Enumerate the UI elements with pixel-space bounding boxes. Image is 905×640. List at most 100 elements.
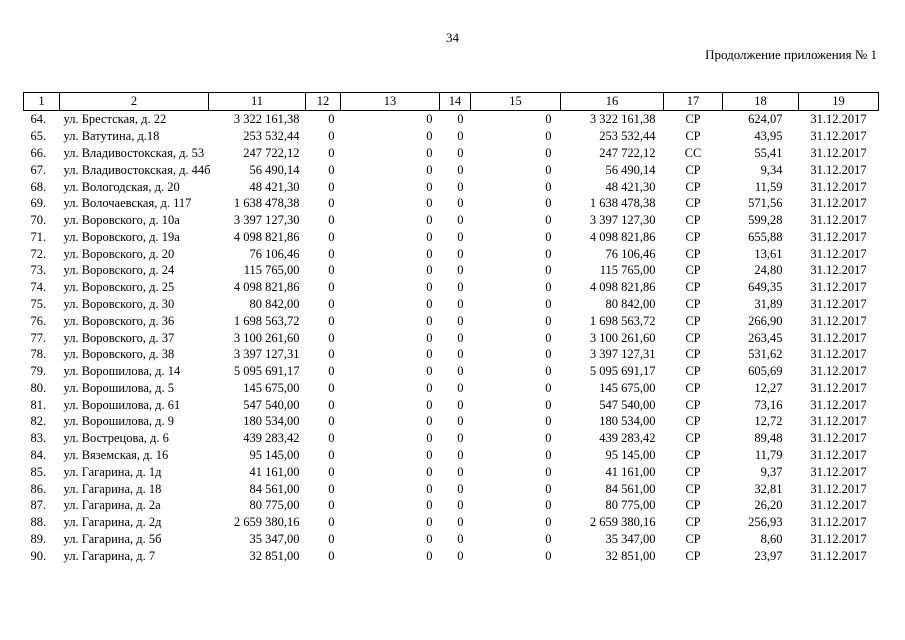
- col11-amount-cell: 48 421,30: [249, 179, 300, 194]
- table-row: 89. ул. Гагарина, д. 5б 35 347,00 0 0 0 0 35 34…: [24, 531, 879, 548]
- table-row: 86. ул. Гагарина, д. 18 84 561,00 0 0 0 0 84 56…: [24, 480, 879, 497]
- col12-zero-cell: 0: [328, 515, 335, 530]
- address-cell: ул. Ворошилова, д. 9: [63, 414, 174, 429]
- col15-zero-cell: 0: [545, 431, 552, 446]
- table-row: 88. ул. Гагарина, д. 2д 2 659 380,16 0 0 0 0 2 …: [24, 514, 879, 531]
- col11-amount-cell: 4 098 821,86: [233, 280, 300, 295]
- table-row: 69. ул. Волочаевская, д. 117 1 638 478,38 0…: [24, 195, 879, 212]
- col19-date-cell: 31.12.2017: [810, 296, 867, 311]
- column-header-14: 14: [439, 92, 471, 111]
- col15-zero-cell: 0: [545, 464, 552, 479]
- col18-value-cell: 649,35: [748, 280, 783, 295]
- appendix-continuation-label: Продолжение приложения № 1: [705, 47, 877, 62]
- col18-value-cell: 256,93: [748, 515, 783, 530]
- col12-zero-cell: 0: [328, 414, 335, 429]
- col19-date-cell: 31.12.2017: [810, 414, 867, 429]
- col16-amount-cell: 247 722,12: [599, 145, 656, 160]
- col12-zero-cell: 0: [328, 364, 335, 379]
- row-number-cell: 80.: [30, 380, 47, 395]
- col15-zero-cell: 0: [545, 162, 552, 177]
- col17-code-cell: СР: [685, 162, 701, 177]
- col17-code-cell: СР: [685, 481, 701, 496]
- address-cell: ул. Воровского, д. 37: [63, 330, 175, 345]
- column-header-17: 17: [663, 92, 723, 111]
- col13-zero-cell: 0: [426, 162, 433, 177]
- col11-amount-cell: 32 851,00: [249, 548, 300, 563]
- col12-zero-cell: 0: [328, 145, 335, 160]
- col11-amount-cell: 3 100 261,60: [233, 330, 300, 345]
- table-row: 75. ул. Воровского, д. 30 80 842,00 0 0 0 0 80 …: [24, 296, 879, 313]
- col12-zero-cell: 0: [328, 464, 335, 479]
- col19-date-cell: 31.12.2017: [810, 397, 867, 412]
- row-number-cell: 72.: [30, 246, 47, 261]
- page-number: 34: [446, 30, 459, 45]
- col16-amount-cell: 76 106,46: [605, 246, 656, 261]
- col15-zero-cell: 0: [545, 531, 552, 546]
- table-header: 1 2 11 12 13 14 15 16 17 18 19: [23, 92, 879, 111]
- address-cell: ул. Брестская, д. 22: [63, 112, 167, 127]
- address-cell: ул. Воровского, д. 38: [63, 347, 175, 362]
- address-cell: ул. Волочаевская, д. 117: [63, 196, 192, 211]
- table-row: 68. ул. Вологодская, д. 20 48 421,30 0 0 0 0 48…: [24, 178, 879, 195]
- col14-zero-cell: 0: [457, 448, 464, 463]
- col15-zero-cell: 0: [545, 213, 552, 228]
- col15-zero-cell: 0: [545, 380, 552, 395]
- col17-code-cell: СР: [685, 431, 701, 446]
- col17-code-cell: СР: [685, 112, 701, 127]
- table-row: 84. ул. Вяземская, д. 16 95 145,00 0 0 0 0 95 1…: [24, 447, 879, 464]
- col13-zero-cell: 0: [426, 515, 433, 530]
- col14-zero-cell: 0: [457, 330, 464, 345]
- col19-date-cell: 31.12.2017: [810, 246, 867, 261]
- data-table: 1 2 11 12 13 14 15 16 17 18 19 64. ул. Брестская, д…: [23, 92, 879, 564]
- col15-zero-cell: 0: [545, 313, 552, 328]
- col14-zero-cell: 0: [457, 213, 464, 228]
- col19-date-cell: 31.12.2017: [810, 179, 867, 194]
- row-number-cell: 71.: [30, 229, 47, 244]
- col13-zero-cell: 0: [426, 548, 433, 563]
- col14-zero-cell: 0: [457, 129, 464, 144]
- col11-amount-cell: 145 675,00: [243, 380, 300, 395]
- col16-amount-cell: 1 698 563,72: [589, 313, 656, 328]
- address-cell: ул. Воровского, д. 36: [63, 313, 175, 328]
- col13-zero-cell: 0: [426, 263, 433, 278]
- col11-amount-cell: 56 490,14: [249, 162, 300, 177]
- col13-zero-cell: 0: [426, 498, 433, 513]
- col14-zero-cell: 0: [457, 481, 464, 496]
- col16-amount-cell: 84 561,00: [605, 481, 656, 496]
- col18-value-cell: 9,34: [760, 162, 783, 177]
- col12-zero-cell: 0: [328, 246, 335, 261]
- col11-amount-cell: 115 765,00: [243, 263, 300, 278]
- col18-value-cell: 11,59: [754, 179, 783, 194]
- col19-date-cell: 31.12.2017: [810, 162, 867, 177]
- col14-zero-cell: 0: [457, 464, 464, 479]
- col15-zero-cell: 0: [545, 397, 552, 412]
- col12-zero-cell: 0: [328, 397, 335, 412]
- column-header-1: 1: [23, 92, 60, 111]
- col14-zero-cell: 0: [457, 263, 464, 278]
- table-row: 71. ул. Воровского, д. 19а 4 098 821,86 0 0 0…: [24, 228, 879, 245]
- col15-zero-cell: 0: [545, 515, 552, 530]
- col11-amount-cell: 80 842,00: [249, 296, 300, 311]
- table-row: 87. ул. Гагарина, д. 2а 80 775,00 0 0 0 0 80 77…: [24, 497, 879, 514]
- col19-date-cell: 31.12.2017: [810, 313, 867, 328]
- col18-value-cell: 55,41: [754, 145, 783, 160]
- table-row: 83. ул. Вострецова, д. 6 439 283,42 0 0 0 0 439…: [24, 430, 879, 447]
- col11-amount-cell: 3 322 161,38: [233, 112, 300, 127]
- col14-zero-cell: 0: [457, 397, 464, 412]
- row-number-cell: 83.: [30, 431, 47, 446]
- col11-amount-cell: 80 775,00: [249, 498, 300, 513]
- col15-zero-cell: 0: [545, 145, 552, 160]
- col11-amount-cell: 247 722,12: [243, 145, 300, 160]
- col16-amount-cell: 4 098 821,86: [589, 280, 656, 295]
- col18-value-cell: 531,62: [748, 347, 783, 362]
- col18-value-cell: 73,16: [754, 397, 783, 412]
- col17-code-cell: СР: [685, 213, 701, 228]
- col13-zero-cell: 0: [426, 464, 433, 479]
- table-row: 82. ул. Ворошилова, д. 9 180 534,00 0 0 0 0 180…: [24, 413, 879, 430]
- col12-zero-cell: 0: [328, 531, 335, 546]
- col17-code-cell: СР: [685, 246, 701, 261]
- col19-date-cell: 31.12.2017: [810, 364, 867, 379]
- column-header-15: 15: [470, 92, 561, 111]
- col16-amount-cell: 1 638 478,38: [589, 196, 656, 211]
- address-cell: ул. Гагарина, д. 7: [63, 548, 156, 563]
